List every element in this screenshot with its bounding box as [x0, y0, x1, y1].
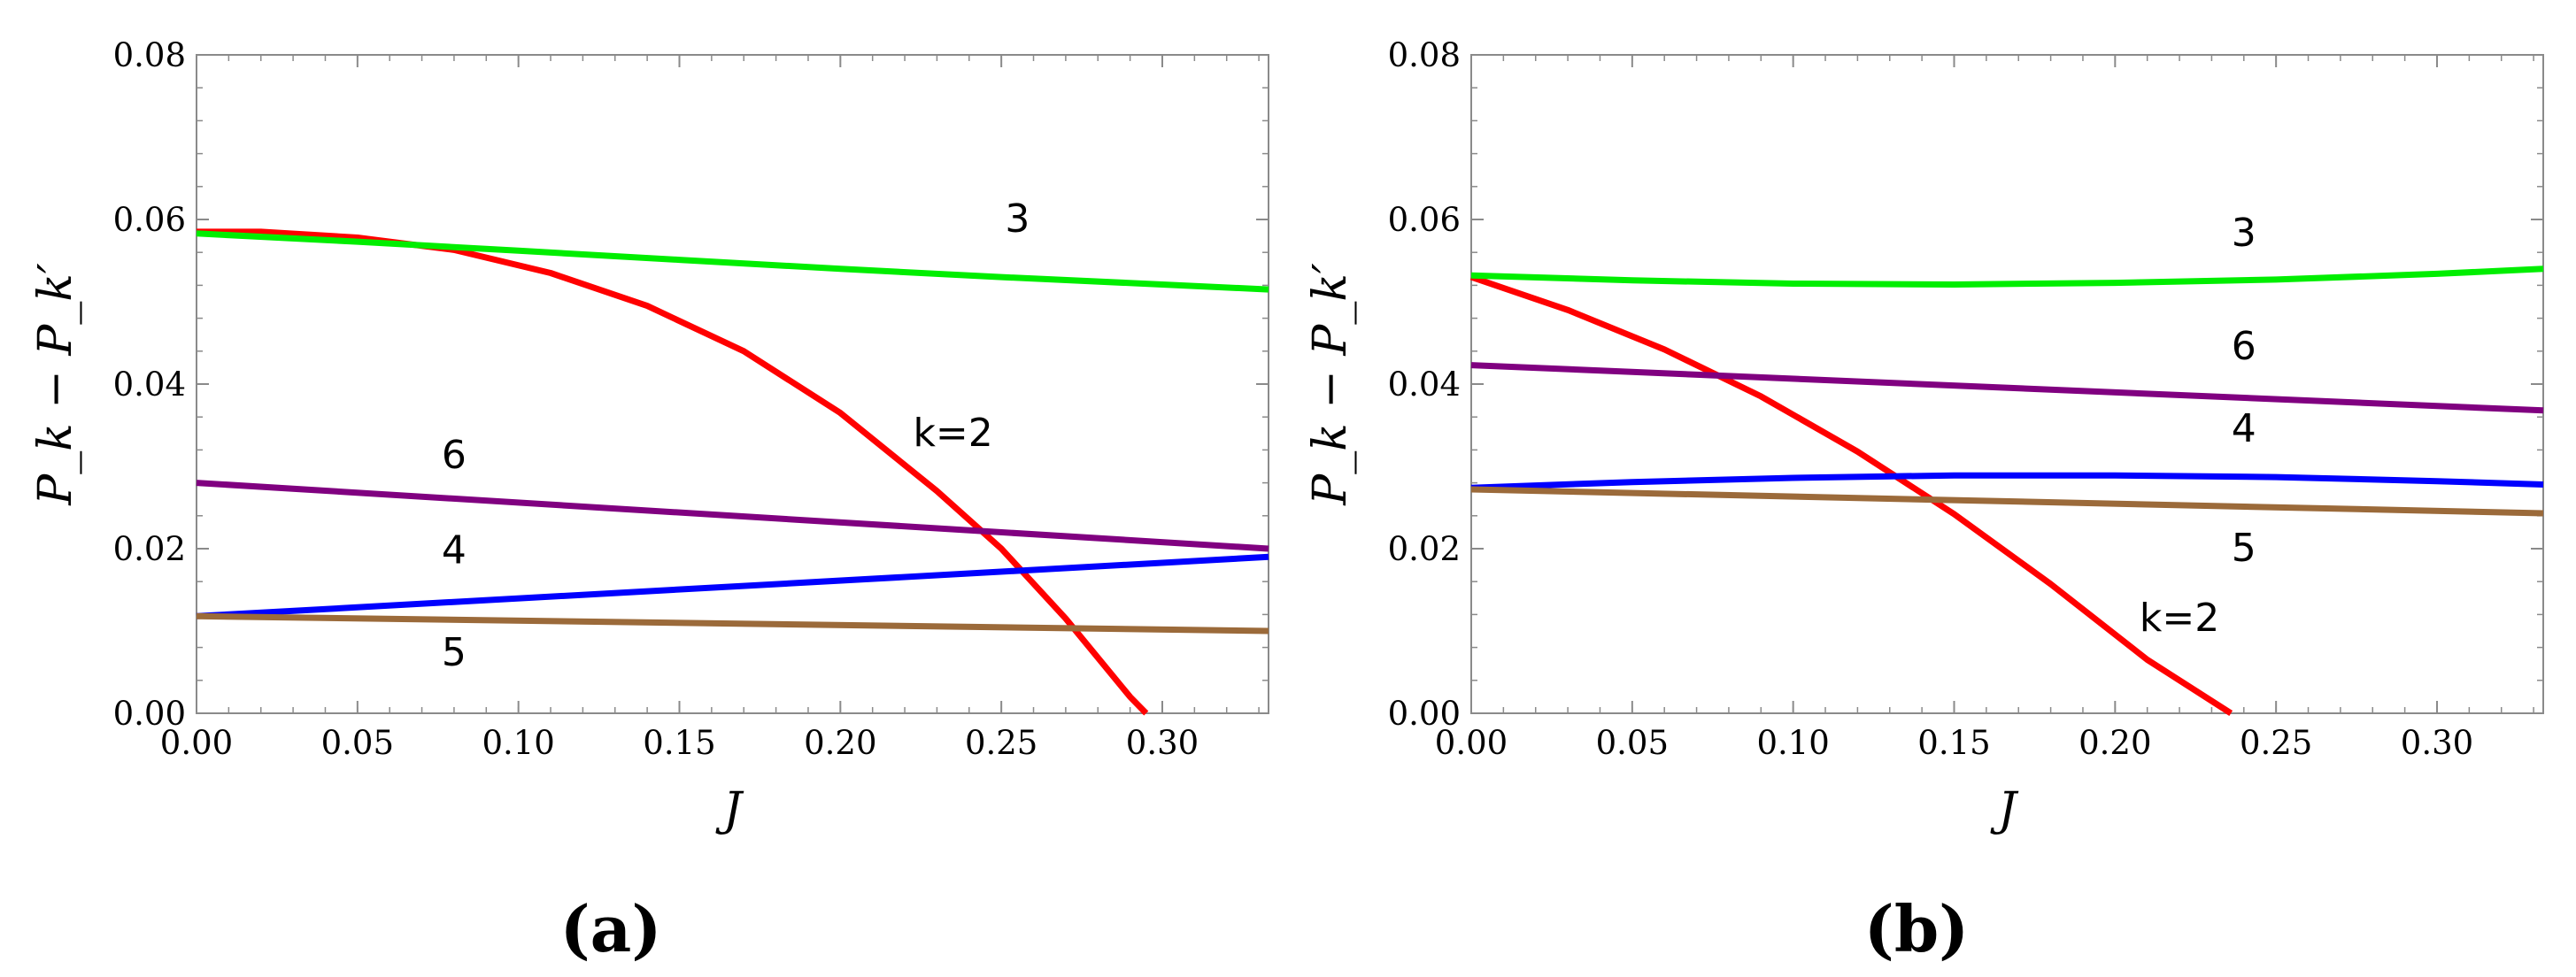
- y-tick-label: 0.02: [113, 530, 186, 568]
- x-tick-label: 0.15: [1917, 724, 1990, 762]
- x-tick-label: 0.05: [1596, 724, 1669, 762]
- series-line-k2: [1469, 273, 2233, 716]
- series-line-4: [1470, 472, 2544, 491]
- panel-label: (a): [560, 891, 662, 966]
- curve-label: k=2: [2140, 596, 2219, 641]
- x-tick-label: 0.00: [160, 724, 233, 762]
- x-tick-label: 0.25: [2240, 724, 2312, 762]
- panel-a: 0.00 0.02 0.04 0.06 0.08 0.00 0.05 0.10 0.15 0.20…: [29, 36, 1269, 966]
- y-tick-label: 0.08: [1388, 36, 1461, 74]
- plot-frame: [1470, 54, 2544, 714]
- series-line-6: [196, 480, 1269, 552]
- curve-label: 4: [2232, 406, 2256, 451]
- curve-label: k=2: [913, 411, 992, 456]
- y-tick-label: 0.04: [1388, 365, 1461, 404]
- x-tick-label: 0.25: [965, 724, 1037, 762]
- series-line-5: [196, 612, 1269, 635]
- x-tick-label: 0.05: [321, 724, 394, 762]
- x-tick-label: 0.15: [643, 724, 715, 762]
- x-tick-label: 0.20: [2079, 724, 2151, 762]
- x-tick-label: 0.30: [2401, 724, 2473, 762]
- curve-label: 3: [2232, 211, 2256, 256]
- y-tick-label: 0.06: [113, 201, 186, 239]
- series-line-6: [1470, 362, 2544, 414]
- series-line-3: [1470, 265, 2544, 288]
- x-axis-label: J: [1990, 783, 2019, 836]
- curve-label: 4: [442, 528, 467, 573]
- x-tick-label: 0.10: [1756, 724, 1829, 762]
- y-axis-label: P_k − P_k′: [1304, 263, 1357, 506]
- plot-frame: [196, 54, 1269, 714]
- curve-label: 6: [2232, 324, 2256, 369]
- curve-label: 5: [442, 630, 467, 675]
- x-tick-label: 0.10: [482, 724, 554, 762]
- series-line-k2: [197, 228, 1149, 716]
- series-line-4: [196, 553, 1269, 619]
- y-tick-label: 0.06: [1388, 201, 1461, 239]
- x-tick-label: 0.30: [1126, 724, 1199, 762]
- panel-label: (b): [1864, 891, 1969, 966]
- x-axis-label: J: [715, 783, 744, 836]
- y-tick-label: 0.08: [113, 36, 186, 74]
- panel-b: 0.00 0.02 0.04 0.06 0.08 0.00 0.05 0.10 0.15 0.20…: [1304, 36, 2544, 966]
- curve-label: 6: [442, 433, 467, 478]
- y-tick-label: 0.02: [1388, 530, 1461, 568]
- x-tick-label: 0.00: [1435, 724, 1508, 762]
- y-tick-label: 0.00: [1388, 695, 1461, 733]
- y-tick-label: 0.00: [113, 695, 186, 733]
- x-tick-label: 0.20: [804, 724, 876, 762]
- y-tick-label: 0.04: [113, 365, 186, 404]
- curve-label: 5: [2232, 526, 2256, 571]
- curve-label: 3: [1005, 196, 1030, 242]
- series-line-3: [196, 230, 1269, 293]
- series-line-5: [1470, 486, 2544, 517]
- y-axis-label: P_k − P_k′: [29, 263, 82, 506]
